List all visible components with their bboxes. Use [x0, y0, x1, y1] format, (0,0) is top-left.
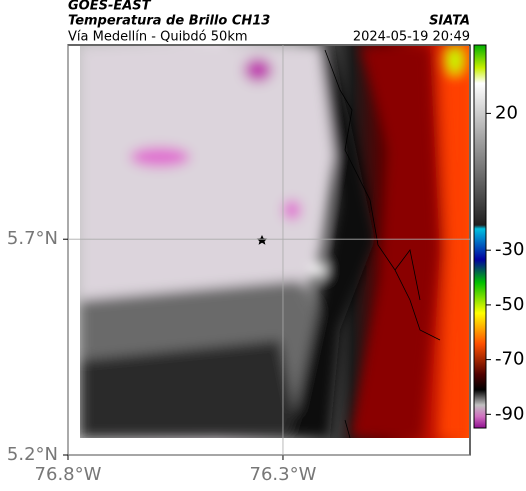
datetime: 2024-05-19 20:49: [353, 30, 470, 45]
subtitle: Temperatura de Brillo CH13: [68, 14, 270, 29]
source: SIATA: [429, 14, 470, 29]
colorbar-tick-label: -30: [495, 239, 524, 260]
colorbar-tick-label: -50: [495, 294, 524, 315]
colorbar-tick-label: -90: [495, 403, 524, 424]
brightness-field: [80, 46, 469, 438]
station-marker: [256, 235, 268, 245]
y-tick-label: 5.7°N: [7, 228, 58, 249]
x-tick-label: 76.8°W: [35, 464, 102, 485]
title: GOES-EAST: [68, 0, 152, 14]
x-tick-label: 76.3°W: [250, 464, 317, 485]
colorbar: [473, 44, 487, 429]
colorbar-tick-label: 20: [495, 102, 518, 123]
colorbar-tick-label: -70: [495, 349, 524, 370]
y-tick-label: 5.2°N: [7, 444, 58, 465]
route: Vía Medellín - Quibdó 50km: [68, 30, 248, 45]
